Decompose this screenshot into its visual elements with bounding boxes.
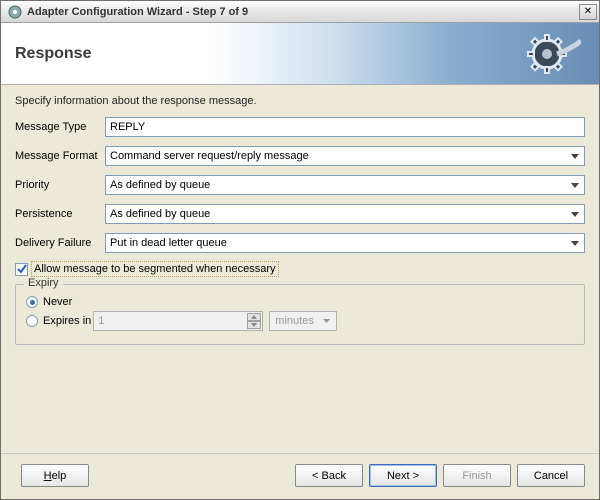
label-message-format: Message Format: [15, 150, 105, 162]
segment-checkbox[interactable]: [15, 263, 28, 276]
gear-icon: [527, 31, 581, 80]
banner: Response: [1, 23, 599, 85]
delivery-failure-value: Put in dead letter queue: [110, 237, 227, 249]
expiry-expiresin-label[interactable]: Expires in: [43, 315, 91, 327]
row-message-format: Message Format Command server request/re…: [15, 146, 585, 166]
label-delivery-failure: Delivery Failure: [15, 237, 105, 249]
label-message-type: Message Type: [15, 121, 105, 133]
check-icon: [17, 264, 27, 274]
titlebar: Adapter Configuration Wizard - Step 7 of…: [1, 1, 599, 23]
finish-button[interactable]: Finish: [443, 464, 511, 487]
label-persistence: Persistence: [15, 208, 105, 220]
expiry-value: 1: [98, 315, 104, 327]
message-type-input[interactable]: [105, 117, 585, 137]
chevron-down-icon: [567, 206, 582, 222]
expiry-never-radio[interactable]: [26, 296, 38, 308]
chevron-down-icon: [567, 148, 582, 164]
wizard-window: Adapter Configuration Wizard - Step 7 of…: [0, 0, 600, 500]
priority-select[interactable]: As defined by queue: [105, 175, 585, 195]
instruction-text: Specify information about the response m…: [15, 95, 585, 107]
expiry-never-label[interactable]: Never: [43, 296, 72, 308]
segment-checkbox-label[interactable]: Allow message to be segmented when neces…: [32, 262, 278, 276]
row-persistence: Persistence As defined by queue: [15, 204, 585, 224]
cancel-button[interactable]: Cancel: [517, 464, 585, 487]
button-bar: Help < Back Next > Finish Cancel: [1, 453, 599, 499]
chevron-down-icon: [319, 313, 334, 329]
close-button[interactable]: ✕: [579, 4, 597, 20]
expiry-expiresin-radio[interactable]: [26, 315, 38, 327]
expiry-legend: Expiry: [24, 277, 63, 289]
expiry-never-row: Never: [26, 296, 574, 308]
priority-value: As defined by queue: [110, 179, 210, 191]
row-priority: Priority As defined by queue: [15, 175, 585, 195]
expiry-expiresin-row: Expires in 1 minutes: [26, 311, 574, 331]
page-title: Response: [15, 45, 91, 63]
expiry-unit-value: minutes: [275, 315, 314, 327]
spinner-down-icon[interactable]: [247, 321, 261, 329]
spinner-up-icon[interactable]: [247, 313, 261, 321]
expiry-value-spinner[interactable]: 1: [93, 311, 263, 331]
expiry-unit-select[interactable]: minutes: [269, 311, 337, 331]
content-area: Specify information about the response m…: [1, 85, 599, 453]
message-format-select[interactable]: Command server request/reply message: [105, 146, 585, 166]
message-format-value: Command server request/reply message: [110, 150, 309, 162]
persistence-select[interactable]: As defined by queue: [105, 204, 585, 224]
next-button[interactable]: Next >: [369, 464, 437, 487]
segment-checkbox-row: Allow message to be segmented when neces…: [15, 262, 585, 276]
radio-dot-icon: [30, 300, 35, 305]
delivery-failure-select[interactable]: Put in dead letter queue: [105, 233, 585, 253]
spinner-buttons: [247, 313, 261, 329]
label-priority: Priority: [15, 179, 105, 191]
row-delivery-failure: Delivery Failure Put in dead letter queu…: [15, 233, 585, 253]
chevron-down-icon: [567, 235, 582, 251]
help-button[interactable]: Help: [21, 464, 89, 487]
row-message-type: Message Type: [15, 117, 585, 137]
expiry-group: Expiry Never Expires in 1 mi: [15, 284, 585, 345]
app-icon: [7, 4, 23, 20]
persistence-value: As defined by queue: [110, 208, 210, 220]
chevron-down-icon: [567, 177, 582, 193]
close-icon: ✕: [584, 6, 592, 17]
window-title: Adapter Configuration Wizard - Step 7 of…: [27, 6, 579, 18]
back-button[interactable]: < Back: [295, 464, 363, 487]
